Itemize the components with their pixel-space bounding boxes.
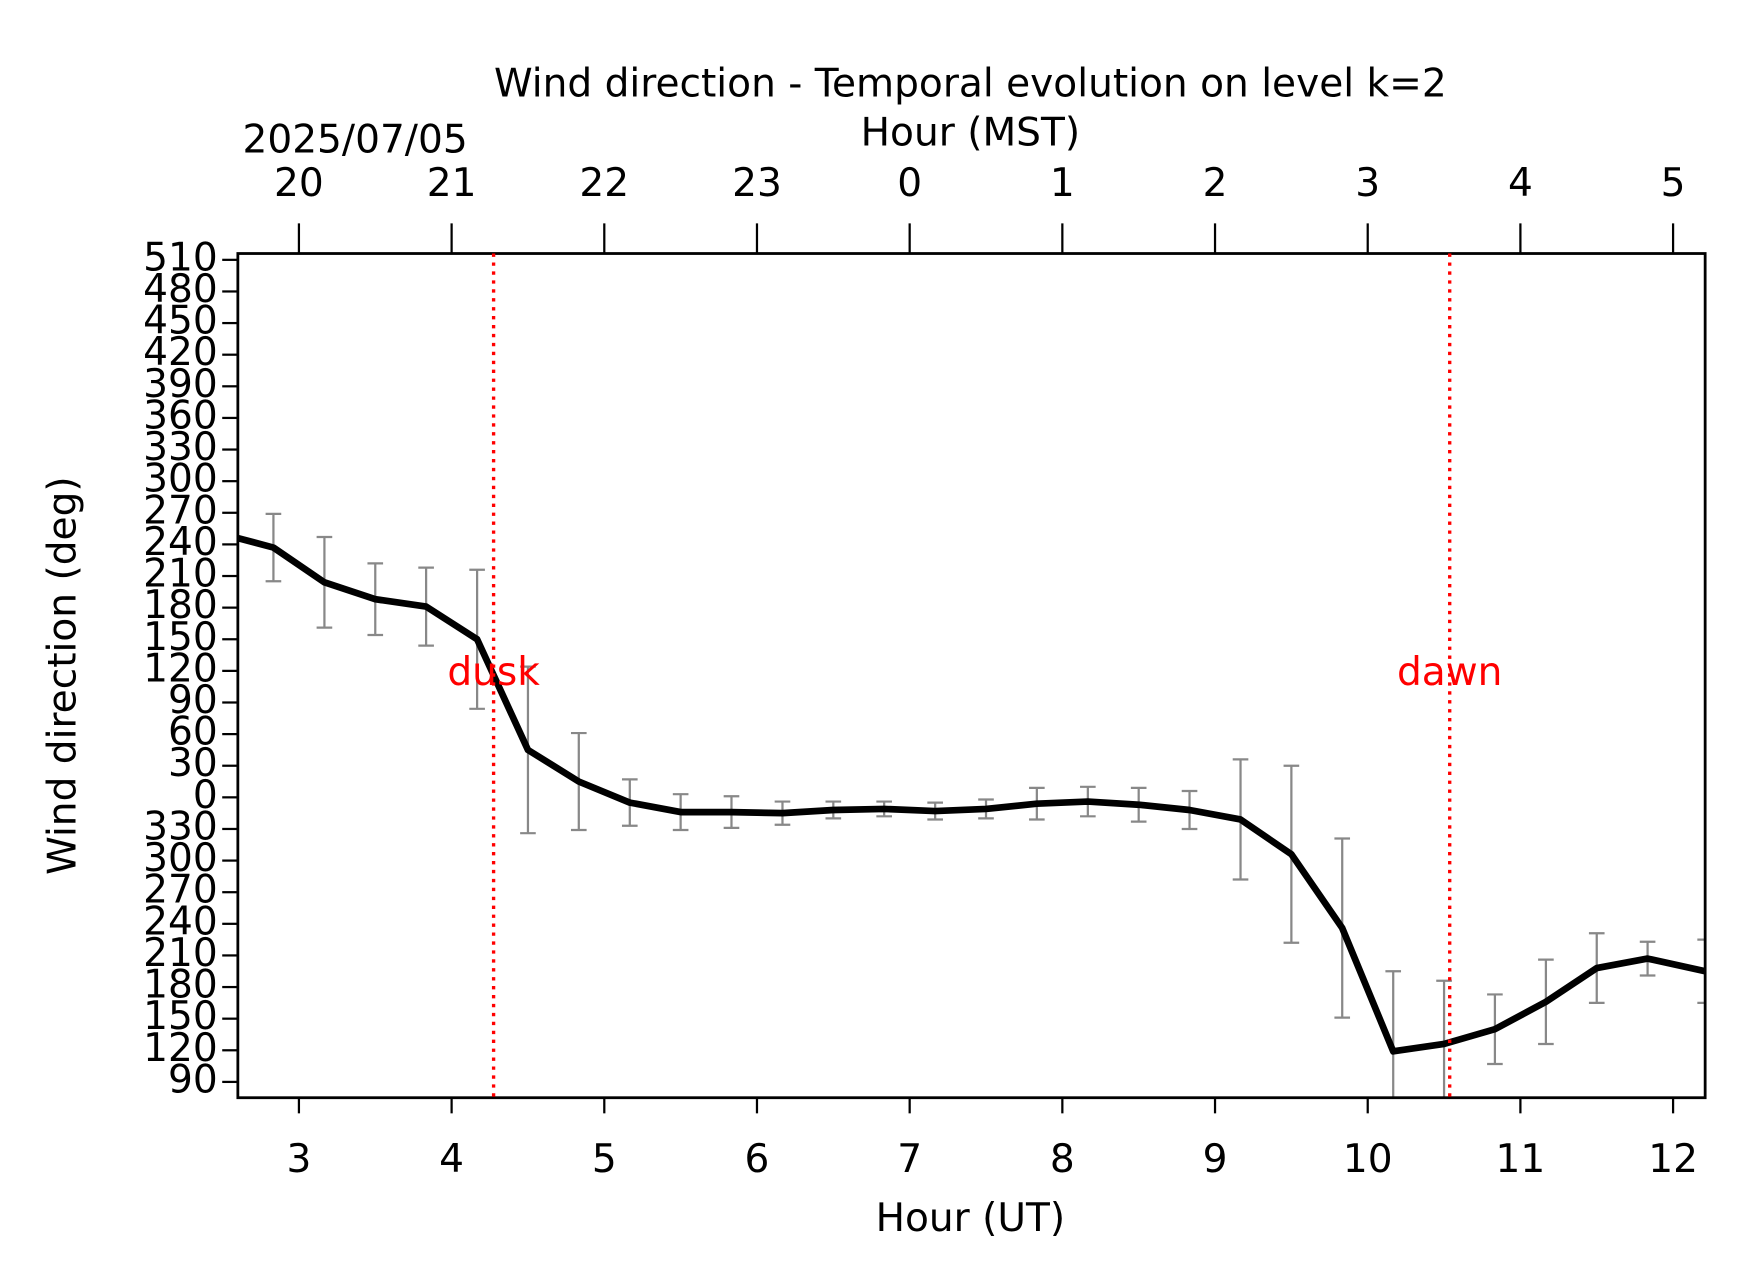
plot-frame — [236, 252, 1707, 1100]
error-bar — [1697, 938, 1706, 1004]
y-tick-label: 510 — [143, 235, 218, 280]
plot-area — [237, 512, 1706, 1098]
y-tick-label: 30 — [168, 741, 218, 786]
y-tick-label: 180 — [143, 583, 218, 628]
y-tick-label: 240 — [143, 520, 218, 565]
date-label: 2025/07/05 — [242, 117, 467, 162]
x2-tick-label: 0 — [897, 161, 922, 206]
y-tick-label: 270 — [143, 488, 218, 533]
y-tick-label: 240 — [143, 899, 218, 944]
y-tick-label: 180 — [143, 963, 218, 1008]
y-tick-label: 390 — [143, 362, 218, 407]
y-tick-label: 210 — [143, 552, 218, 597]
x-tick-label: 7 — [897, 1137, 922, 1182]
y-tick-label: 300 — [143, 836, 218, 881]
y-tick-label: 270 — [143, 868, 218, 913]
x-tick-label: 3 — [286, 1137, 311, 1182]
x2-tick-label: 1 — [1050, 161, 1075, 206]
y-tick-label: 420 — [143, 330, 218, 375]
x-tick-label: 5 — [592, 1137, 617, 1182]
x2-tick-label: 20 — [274, 161, 324, 206]
x2-tick-label: 3 — [1355, 161, 1380, 206]
chart-title: Wind direction - Temporal evolution on l… — [494, 62, 1447, 107]
y-tick-label: 330 — [143, 425, 218, 470]
x2-tick-label: 23 — [732, 161, 782, 206]
event-label: dusk — [447, 650, 540, 695]
y-tick-label: 300 — [143, 457, 218, 502]
data-line — [237, 534, 1706, 1055]
y-tick-label: 480 — [143, 267, 218, 312]
event-label: dawn — [1397, 650, 1502, 695]
x-tick-label: 8 — [1050, 1137, 1075, 1182]
y-tick-label: 150 — [143, 994, 218, 1039]
y-axis-label: Wind direction (deg) — [40, 476, 85, 874]
y-tick-label: 120 — [143, 1026, 218, 1071]
y-tick-label: 90 — [168, 678, 218, 723]
y-tick-label: 360 — [143, 393, 218, 438]
y-tick-label: 60 — [168, 710, 218, 755]
x2-tick-label: 21 — [427, 161, 477, 206]
x-tick-label: 6 — [745, 1137, 770, 1182]
y-tick-label: 0 — [193, 773, 218, 818]
x-tick-label: 12 — [1648, 1137, 1698, 1182]
x-tick-label: 9 — [1203, 1137, 1228, 1182]
x-tick-label: 4 — [439, 1137, 464, 1182]
x2-tick-label: 5 — [1661, 161, 1686, 206]
x2-tick-label: 4 — [1508, 161, 1533, 206]
y-tick-label: 90 — [168, 1057, 218, 1102]
x2-tick-label: 2 — [1203, 161, 1228, 206]
x-axis-label: Hour (UT) — [876, 1196, 1066, 1241]
x-tick-label: 11 — [1496, 1137, 1546, 1182]
y-tick-label: 150 — [143, 615, 218, 660]
x2-tick-label: 22 — [579, 161, 629, 206]
y-tick-label: 450 — [143, 299, 218, 344]
x2-axis-label: Hour (MST) — [861, 111, 1080, 156]
x-tick-label: 10 — [1343, 1137, 1393, 1182]
y-tick-label: 210 — [143, 931, 218, 976]
y-tick-label: 330 — [143, 804, 218, 849]
y-tick-label: 120 — [143, 646, 218, 691]
